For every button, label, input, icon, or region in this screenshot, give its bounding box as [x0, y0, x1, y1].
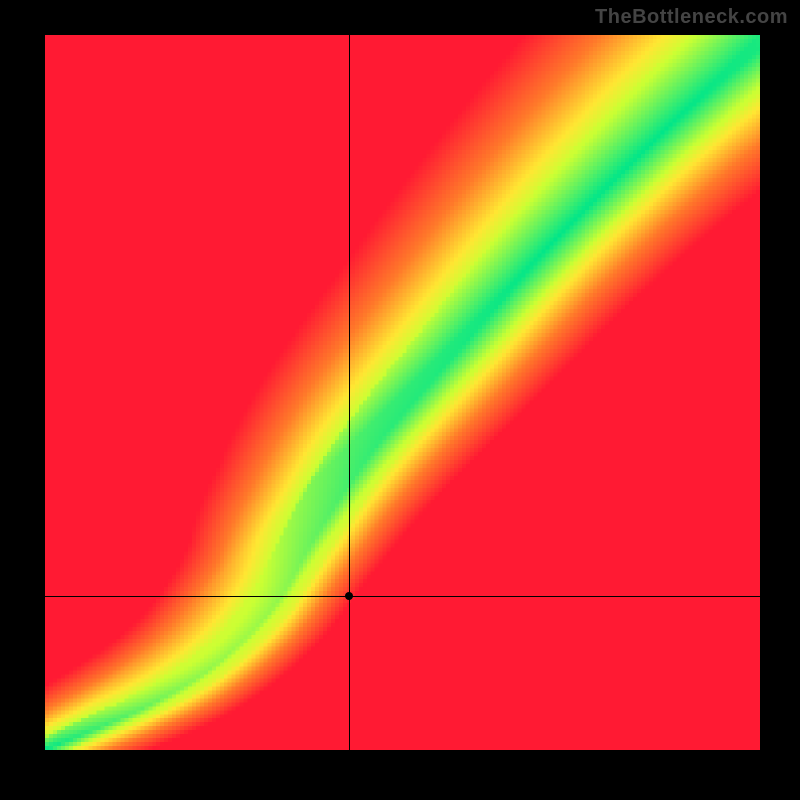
frame-left: [0, 35, 45, 750]
crosshair-marker: [345, 592, 353, 600]
heatmap-plot: [45, 35, 760, 750]
crosshair-horizontal: [45, 596, 760, 597]
frame-bottom: [45, 750, 760, 800]
crosshair-vertical: [349, 35, 350, 750]
heatmap-canvas: [45, 35, 760, 750]
frame-right: [760, 35, 800, 750]
watermark-label: TheBottleneck.com: [595, 6, 788, 29]
